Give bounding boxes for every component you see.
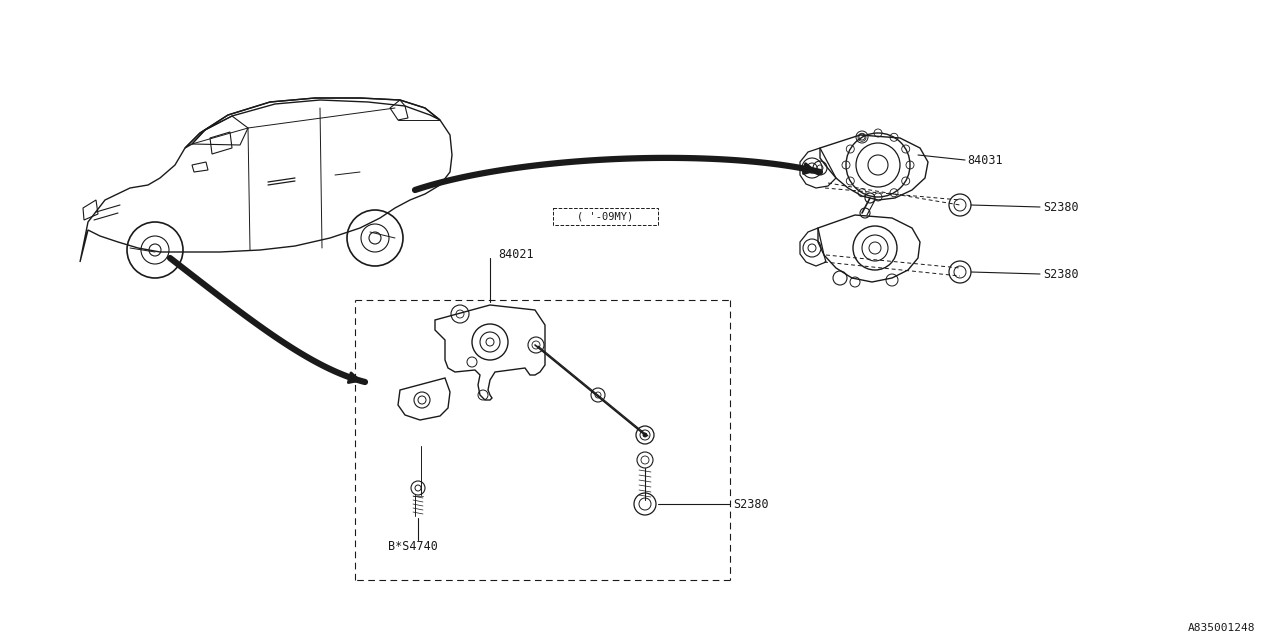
Text: S2380: S2380 xyxy=(1043,268,1079,280)
Text: B*S4740: B*S4740 xyxy=(388,540,438,552)
Text: A835001248: A835001248 xyxy=(1188,623,1254,633)
Text: ( '-09MY): ( '-09MY) xyxy=(577,211,634,221)
Text: S2380: S2380 xyxy=(1043,200,1079,214)
Text: 84031: 84031 xyxy=(966,154,1002,166)
Text: S2380: S2380 xyxy=(733,497,768,511)
Circle shape xyxy=(643,433,646,437)
Text: 84021: 84021 xyxy=(498,248,534,260)
